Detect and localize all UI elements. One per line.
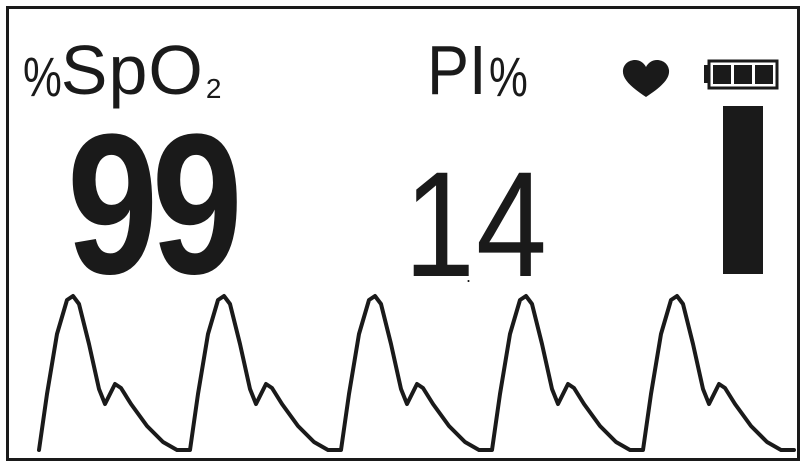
battery-bar: [713, 65, 731, 84]
pi-value-decimal-point: .: [466, 266, 472, 286]
pi-unit-symbol: %: [489, 45, 528, 108]
pleth-wave-line: [37, 294, 796, 452]
battery-bar: [755, 65, 773, 84]
spo2-label-subscript: 2: [205, 73, 222, 104]
pi-label: PI%: [427, 35, 539, 105]
battery-level-bars: [713, 65, 773, 84]
pi-value-integer: 1: [404, 140, 475, 308]
spo2-label: %SpO2: [23, 35, 221, 105]
pulse-strength-fill: [723, 106, 763, 274]
battery-icon: [704, 59, 779, 90]
spo2-label-text: SpO: [60, 31, 204, 109]
heart-icon: [622, 60, 670, 97]
pi-label-text: PI: [427, 31, 487, 109]
pulse-strength-bar: [723, 106, 763, 274]
pi-value-fraction: 4: [476, 140, 547, 308]
spo2-unit-symbol: %: [23, 45, 62, 108]
battery-bar: [734, 65, 752, 84]
plethysmograph-waveform: [37, 294, 796, 452]
oximeter-display: %SpO2 PI% 99 1 . 4: [6, 6, 800, 461]
spo2-value: 99: [67, 93, 243, 316]
